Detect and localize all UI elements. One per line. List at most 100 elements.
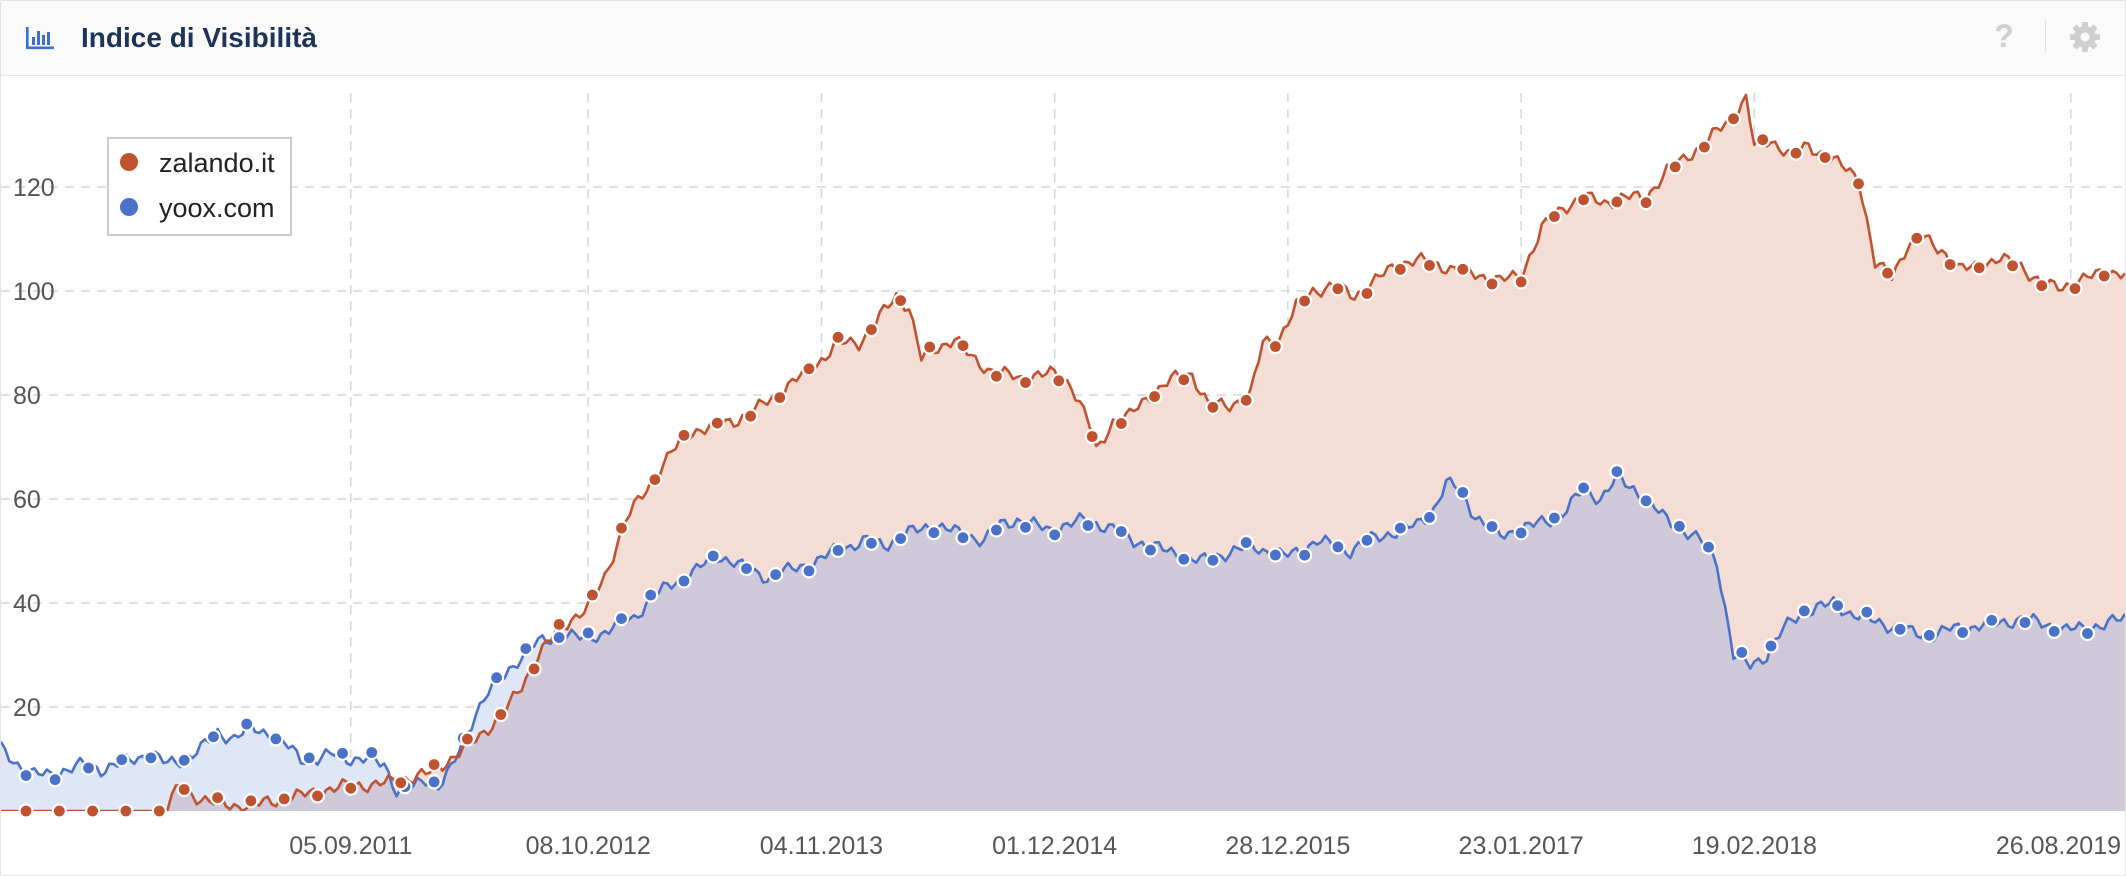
data-point-yoox[interactable] — [955, 530, 971, 546]
data-point-zalando[interactable] — [118, 803, 134, 819]
data-point-yoox[interactable] — [47, 772, 63, 788]
data-point-yoox[interactable] — [1513, 525, 1529, 541]
data-point-yoox[interactable] — [1546, 510, 1563, 526]
data-point-zalando[interactable] — [1942, 256, 1958, 273]
data-point-zalando[interactable] — [1971, 260, 1987, 276]
data-point-zalando[interactable] — [1455, 261, 1471, 277]
data-point-zalando[interactable] — [1176, 372, 1192, 388]
data-point-zalando[interactable] — [1696, 139, 1713, 155]
data-point-yoox[interactable] — [489, 670, 505, 686]
data-point-yoox[interactable] — [1017, 519, 1034, 535]
data-point-yoox[interactable] — [364, 744, 380, 761]
data-point-zalando[interactable] — [1267, 338, 1284, 355]
data-point-zalando[interactable] — [276, 791, 292, 807]
data-point-yoox[interactable] — [239, 716, 255, 732]
data-point-yoox[interactable] — [518, 640, 534, 657]
data-point-yoox[interactable] — [1296, 547, 1313, 563]
data-point-zalando[interactable] — [2067, 281, 2083, 297]
data-point-yoox[interactable] — [676, 573, 692, 589]
data-point-yoox[interactable] — [301, 750, 317, 766]
data-point-yoox[interactable] — [334, 745, 351, 761]
data-point-zalando[interactable] — [1850, 176, 1867, 192]
data-point-yoox[interactable] — [176, 752, 192, 768]
data-point-zalando[interactable] — [1084, 428, 1100, 445]
data-point-yoox[interactable] — [863, 535, 880, 551]
help-icon[interactable]: ? — [1994, 18, 2014, 54]
data-point-yoox[interactable] — [892, 530, 909, 547]
data-point-zalando[interactable] — [393, 775, 409, 791]
data-point-yoox[interactable] — [268, 731, 284, 747]
data-point-zalando[interactable] — [426, 756, 442, 773]
data-point-zalando[interactable] — [676, 427, 692, 443]
data-point-yoox[interactable] — [205, 729, 221, 745]
data-point-yoox[interactable] — [18, 767, 34, 784]
data-point-yoox[interactable] — [1638, 493, 1654, 509]
data-point-zalando[interactable] — [1546, 208, 1563, 225]
data-point-zalando[interactable] — [584, 587, 601, 603]
data-point-zalando[interactable] — [1205, 399, 1221, 415]
data-point-zalando[interactable] — [343, 780, 359, 796]
data-point-zalando[interactable] — [742, 408, 759, 424]
data-point-zalando[interactable] — [1330, 281, 1346, 297]
data-point-yoox[interactable] — [1080, 517, 1096, 534]
data-point-zalando[interactable] — [551, 616, 567, 633]
data-point-zalando[interactable] — [1609, 194, 1625, 210]
data-point-zalando[interactable] — [709, 415, 725, 431]
data-point-zalando[interactable] — [1879, 265, 1896, 281]
data-point-zalando[interactable] — [772, 390, 788, 406]
data-point-yoox[interactable] — [1954, 624, 1971, 641]
legend-item-zalando[interactable]: zalando.it — [120, 148, 275, 178]
data-point-zalando[interactable] — [493, 706, 509, 723]
data-point-yoox[interactable] — [1047, 527, 1063, 543]
data-point-yoox[interactable] — [801, 563, 817, 579]
data-point-zalando[interactable] — [1392, 261, 1408, 277]
data-point-yoox[interactable] — [2046, 623, 2062, 640]
data-point-yoox[interactable] — [551, 629, 567, 646]
data-point-yoox[interactable] — [1763, 638, 1779, 654]
data-point-yoox[interactable] — [1921, 627, 1937, 643]
data-point-yoox[interactable] — [1734, 644, 1750, 661]
data-point-zalando[interactable] — [1296, 293, 1313, 309]
data-point-zalando[interactable] — [1238, 392, 1254, 408]
data-point-zalando[interactable] — [309, 788, 326, 804]
data-point-zalando[interactable] — [1017, 374, 1034, 391]
data-point-yoox[interactable] — [1575, 480, 1592, 496]
data-point-zalando[interactable] — [892, 293, 909, 309]
gear-icon[interactable] — [2069, 21, 2101, 53]
data-point-zalando[interactable] — [526, 661, 542, 677]
data-point-zalando[interactable] — [922, 339, 938, 355]
data-point-zalando[interactable] — [84, 803, 101, 819]
data-point-yoox[interactable] — [1829, 597, 1846, 614]
data-point-zalando[interactable] — [2096, 268, 2112, 284]
data-point-zalando[interactable] — [51, 803, 67, 819]
data-point-yoox[interactable] — [2079, 625, 2096, 642]
data-point-yoox[interactable] — [1796, 603, 1812, 619]
data-point-zalando[interactable] — [1421, 257, 1438, 273]
data-point-zalando[interactable] — [863, 322, 880, 338]
legend-item-yoox[interactable]: yoox.com — [120, 193, 275, 223]
data-point-yoox[interactable] — [1859, 604, 1875, 620]
data-point-yoox[interactable] — [988, 522, 1005, 538]
data-point-yoox[interactable] — [426, 774, 442, 790]
data-point-yoox[interactable] — [1176, 551, 1192, 567]
data-point-zalando[interactable] — [2034, 278, 2050, 294]
data-point-zalando[interactable] — [955, 338, 971, 354]
data-point-yoox[interactable] — [80, 760, 97, 776]
data-point-zalando[interactable] — [1667, 159, 1683, 175]
data-point-zalando[interactable] — [613, 520, 630, 536]
data-point-zalando[interactable] — [1113, 415, 1129, 432]
data-point-yoox[interactable] — [1113, 523, 1129, 540]
data-point-yoox[interactable] — [705, 548, 721, 564]
data-point-zalando[interactable] — [1638, 195, 1654, 211]
data-point-yoox[interactable] — [1330, 539, 1346, 555]
data-point-zalando[interactable] — [1051, 373, 1067, 389]
data-point-yoox[interactable] — [830, 542, 846, 559]
data-point-yoox[interactable] — [1142, 542, 1159, 558]
data-point-zalando[interactable] — [18, 803, 34, 819]
data-point-yoox[interactable] — [1392, 520, 1408, 536]
data-point-zalando[interactable] — [151, 803, 167, 819]
data-point-yoox[interactable] — [1421, 509, 1438, 526]
data-point-yoox[interactable] — [643, 587, 659, 603]
data-point-zalando[interactable] — [1484, 276, 1500, 292]
data-point-zalando[interactable] — [1575, 192, 1592, 208]
